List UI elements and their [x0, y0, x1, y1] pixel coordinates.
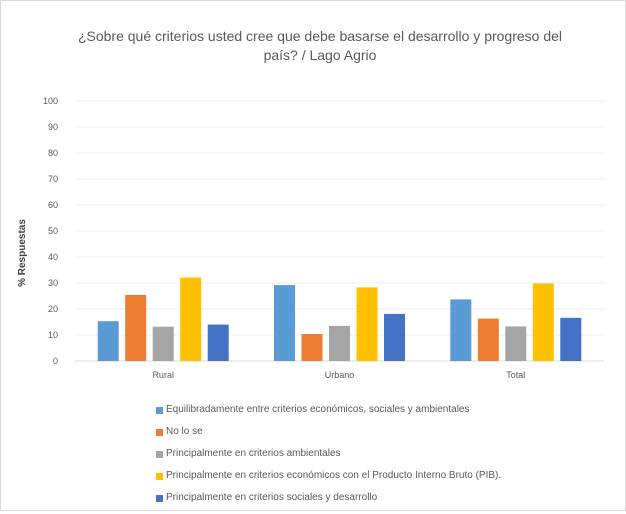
bar — [532, 283, 554, 361]
y-tick-label: 20 — [48, 304, 58, 314]
y-tick-label: 50 — [48, 226, 58, 236]
bar — [356, 287, 378, 361]
bar — [384, 313, 405, 361]
y-tick-label: 70 — [48, 174, 58, 184]
bar — [274, 285, 295, 361]
legend-swatch — [156, 495, 163, 502]
x-axis-ticks: Rural Urbano Total — [152, 370, 525, 380]
y-tick-label: 0 — [53, 356, 58, 366]
x-tick-label: Rural — [152, 370, 174, 380]
y-tick-label: 30 — [48, 278, 58, 288]
x-tick-label: Total — [506, 370, 525, 380]
legend-label: No lo se — [166, 426, 203, 437]
legend-swatch — [156, 407, 163, 414]
bar — [152, 326, 174, 361]
y-axis-label: % Respuestas — [17, 219, 28, 287]
bar — [301, 334, 323, 361]
bar — [329, 325, 350, 361]
chart-title-line-1: ¿Sobre qué criterios usted cree que debe… — [77, 28, 563, 44]
legend-label: Equilibradamente entre criterios económi… — [166, 404, 470, 415]
y-axis-ticks: 0 10 20 30 40 50 60 70 80 90 100 — [43, 96, 58, 366]
y-tick-label: 80 — [48, 148, 58, 158]
legend-label: Principalmente en criterios sociales y d… — [166, 492, 378, 503]
legend-label: Principalmente en criterios económicos c… — [166, 470, 502, 481]
gridlines — [75, 100, 604, 362]
legend-label: Principalmente en criterios ambientales — [166, 448, 341, 459]
y-tick-label: 40 — [48, 252, 58, 262]
bars — [97, 277, 582, 361]
bar — [450, 299, 472, 361]
bar — [560, 317, 582, 361]
chart-title: ¿Sobre qué criterios usted cree que debe… — [60, 27, 580, 65]
bar — [207, 324, 229, 361]
x-tick-label: Urbano — [325, 370, 355, 380]
legend-swatch — [156, 451, 163, 458]
y-tick-label: 60 — [48, 200, 58, 210]
legend-swatch — [156, 473, 163, 480]
y-tick-label: 10 — [48, 330, 58, 340]
legend-swatch — [156, 429, 163, 436]
bar — [505, 326, 527, 361]
bar — [477, 318, 499, 361]
y-tick-label: 90 — [48, 122, 58, 132]
y-tick-label: 100 — [43, 96, 58, 106]
chart-title-line-2: país? / Lago Agrio — [263, 47, 377, 63]
bar — [125, 295, 147, 361]
bar — [97, 321, 119, 361]
bar — [180, 277, 202, 361]
